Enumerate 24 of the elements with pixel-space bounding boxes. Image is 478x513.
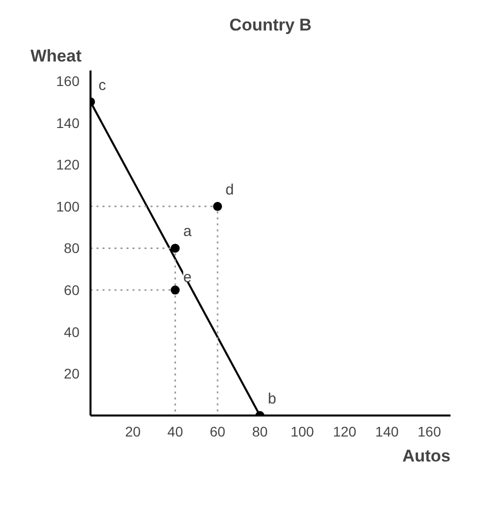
x-axis-title: Autos <box>402 446 451 466</box>
x-tick-label: 80 <box>252 424 268 440</box>
chart-title: Country B <box>229 16 312 34</box>
y-tick-label: 100 <box>56 198 80 214</box>
x-tick-label: 60 <box>210 424 226 440</box>
annotation: c <box>98 76 106 94</box>
x-tick-label: 160 <box>418 424 442 440</box>
x-tick-label: 20 <box>125 424 141 440</box>
y-tick-label: 140 <box>56 114 80 131</box>
annotation: e <box>183 269 192 286</box>
x-tick-label: 140 <box>375 424 399 440</box>
y-tick-label: 120 <box>56 156 80 173</box>
y-tick-label: 160 <box>56 72 80 89</box>
x-tick-label: 40 <box>167 424 184 440</box>
annotation: a <box>183 223 192 240</box>
y-tick-label: 20 <box>64 366 80 382</box>
annotation: d <box>226 181 234 198</box>
annotation: b <box>268 390 276 408</box>
y-tick-label: 80 <box>64 240 80 256</box>
y-axis-title: Wheat <box>30 46 82 66</box>
y-tick-label: 60 <box>64 282 80 298</box>
x-tick-label: 120 <box>332 424 357 440</box>
y-tick-label: 40 <box>64 324 80 340</box>
x-tick-label: 100 <box>290 424 314 440</box>
